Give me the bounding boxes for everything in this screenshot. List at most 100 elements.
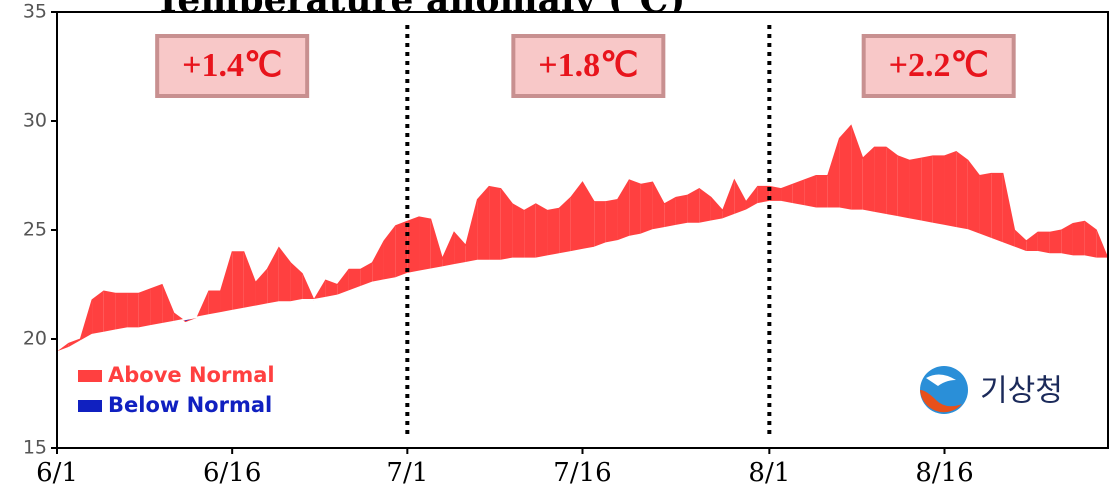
x-tick-label: 7/1 [386, 458, 428, 488]
anomaly-area [605, 199, 618, 244]
anomaly-area [442, 232, 455, 268]
annotation-box [511, 34, 666, 98]
anomaly-area [862, 147, 875, 213]
anomaly-area [769, 186, 782, 202]
anomaly-area [477, 186, 490, 261]
anomaly-area [138, 288, 151, 329]
anomaly-area [745, 186, 758, 211]
anomaly-area [524, 203, 536, 259]
series-line [56, 124, 1109, 353]
legend-swatch [78, 370, 102, 382]
anomaly-area [1002, 173, 1015, 248]
anomaly-area [535, 203, 548, 259]
anomaly-area [839, 125, 852, 211]
anomaly-area [278, 247, 291, 302]
anomaly-area [932, 155, 945, 226]
anomaly-area [652, 182, 665, 230]
annotation-box [155, 34, 310, 98]
anomaly-area [570, 182, 583, 252]
anomaly-area [1049, 230, 1062, 254]
anomaly-area [465, 199, 478, 263]
anomaly-area [208, 291, 221, 316]
anomaly-area [1061, 223, 1073, 257]
anomaly-area [886, 147, 898, 217]
anomaly-area [372, 240, 384, 283]
logo-mark [920, 390, 962, 413]
anomaly-area [967, 160, 980, 235]
annotation-box [861, 34, 1016, 98]
anomaly-area [816, 175, 828, 209]
anomaly-area [722, 179, 735, 220]
annotation-text: +1.4℃ [182, 47, 282, 84]
anomaly-area [1026, 232, 1038, 252]
y-tick-label: 15 [23, 437, 47, 459]
anomaly-area [675, 195, 688, 226]
anomaly-area [348, 269, 361, 292]
y-tick-label: 20 [23, 328, 47, 350]
series-line [56, 200, 1108, 353]
anomaly-area [1084, 221, 1097, 259]
anomaly-area [290, 262, 303, 302]
anomaly-area [559, 197, 571, 254]
anomaly-area [220, 251, 233, 313]
legend-label: Above Normal [108, 363, 275, 387]
anomaly-area [337, 269, 349, 296]
anomaly-area [255, 269, 268, 307]
legend-label: Below Normal [108, 393, 272, 417]
anomaly-area [1014, 230, 1027, 252]
anomaly-area [897, 155, 910, 220]
anomaly-area [921, 155, 933, 224]
x-tick-label: 6/1 [36, 458, 78, 488]
anomaly-area [804, 175, 817, 209]
anomaly-area [1037, 232, 1050, 254]
anomaly-area [944, 151, 957, 228]
anomaly-area [454, 232, 466, 265]
anomaly-area [419, 216, 431, 272]
anomaly-area [640, 182, 653, 235]
annotation-text: +2.2℃ [889, 47, 989, 84]
anomaly-area [127, 293, 139, 329]
anomaly-area [594, 201, 606, 248]
anomaly-area [395, 221, 408, 278]
anomaly-area [979, 173, 992, 239]
anomaly-area [874, 147, 887, 215]
anomaly-area [687, 188, 700, 224]
anomaly-area [360, 262, 373, 287]
anomaly-area [430, 219, 443, 270]
logo-mark [926, 374, 956, 386]
anomaly-area [699, 188, 711, 224]
anomaly-area [710, 197, 723, 222]
anomaly-area [383, 225, 396, 281]
anomaly-area [232, 251, 244, 311]
y-tick-label: 25 [23, 219, 47, 241]
annotation-text: +1.8℃ [538, 47, 638, 84]
anomaly-area [103, 291, 116, 333]
legend-swatch [78, 400, 102, 412]
anomaly-area [267, 247, 279, 305]
anomaly-area [582, 182, 595, 250]
anomaly-area [1072, 221, 1085, 257]
anomaly-area [781, 184, 793, 204]
anomaly-area [512, 203, 525, 259]
x-tick-label: 8/16 [915, 458, 973, 488]
x-tick-label: 8/1 [748, 458, 790, 488]
anomaly-area [909, 158, 922, 222]
anomaly-area [92, 291, 104, 335]
anomaly-area [991, 173, 1003, 244]
anomaly-area [757, 186, 770, 204]
anomaly-area [162, 284, 174, 324]
anomaly-area [792, 179, 805, 207]
x-tick-label: 6/16 [203, 458, 261, 488]
anomaly-area [500, 188, 513, 261]
anomaly-area [851, 125, 863, 211]
anomaly-area [325, 280, 338, 298]
anomaly-area [734, 179, 746, 215]
anomaly-area [489, 186, 501, 261]
anomaly-area [547, 208, 560, 257]
x-tick-label: 7/16 [553, 458, 611, 488]
anomaly-area [827, 138, 840, 209]
anomaly-area [243, 251, 256, 309]
y-tick-label: 35 [23, 1, 47, 23]
anomaly-area [664, 197, 676, 228]
